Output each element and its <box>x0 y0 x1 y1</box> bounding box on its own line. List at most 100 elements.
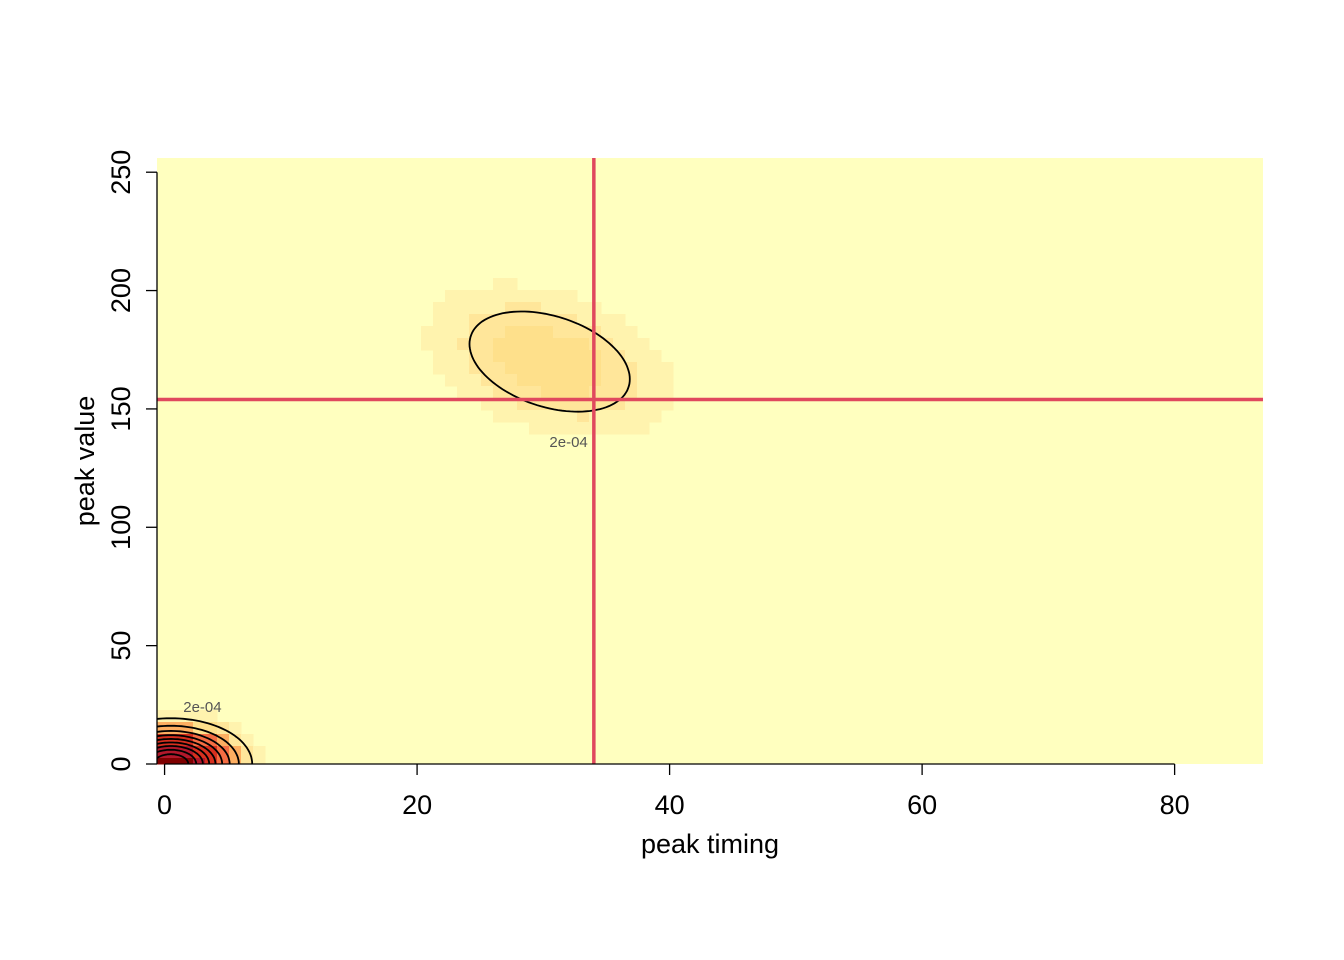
heat-cell <box>433 338 446 351</box>
heat-cell <box>565 302 578 315</box>
heat-cell <box>445 350 458 363</box>
heat-cell <box>541 314 554 327</box>
heat-cell <box>457 338 470 351</box>
y-tick-label: 0 <box>106 756 136 771</box>
heat-cell <box>469 338 482 351</box>
heat-cell <box>229 758 242 765</box>
heat-cell <box>541 326 554 339</box>
heat-cell <box>553 350 566 363</box>
contour-line <box>157 734 224 764</box>
heat-cell <box>625 326 638 339</box>
heat-cell <box>553 326 566 339</box>
y-tick-label: 150 <box>106 386 136 431</box>
x-tick-label: 20 <box>402 790 432 820</box>
heat-cell <box>517 386 530 399</box>
heat-cell <box>541 290 554 303</box>
heat-cell <box>517 362 530 375</box>
heat-cell <box>541 338 554 351</box>
heat-cell <box>481 326 494 339</box>
heat-cell <box>169 758 182 765</box>
heat-cell <box>565 374 578 387</box>
heat-cell <box>517 350 530 363</box>
density-heatmap <box>157 158 1263 765</box>
heat-cell <box>553 386 566 399</box>
heat-cell <box>601 410 614 423</box>
heat-cell <box>445 374 458 387</box>
y-tick-label: 50 <box>106 631 136 661</box>
heat-cell <box>601 422 614 435</box>
heat-cell <box>253 758 266 765</box>
heat-cell <box>193 722 206 735</box>
heat-cell <box>649 374 662 387</box>
heat-cell <box>505 314 518 327</box>
heat-cell <box>565 290 578 303</box>
heat-cell <box>445 338 458 351</box>
heat-cell <box>469 362 482 375</box>
heat-cell <box>553 302 566 315</box>
heat-cell <box>637 410 650 423</box>
contour-line <box>157 729 231 764</box>
heat-cell <box>601 338 614 351</box>
heat-cell <box>469 350 482 363</box>
heat-cell <box>481 386 494 399</box>
heat-cell <box>517 326 530 339</box>
heat-cell <box>517 410 530 423</box>
heat-cell <box>577 410 590 423</box>
contour-label: 2e-04 <box>183 699 221 716</box>
heat-cell <box>517 374 530 387</box>
heat-cell <box>445 302 458 315</box>
heat-cell <box>601 314 614 327</box>
heat-cell <box>553 422 566 435</box>
heat-cell <box>529 362 542 375</box>
heat-cell <box>481 290 494 303</box>
heat-cell <box>457 386 470 399</box>
heat-cell <box>577 302 590 315</box>
heat-cell <box>661 374 674 387</box>
heat-cell <box>529 338 542 351</box>
heat-cell <box>445 314 458 327</box>
heat-cell <box>625 374 638 387</box>
heat-cell <box>577 362 590 375</box>
heat-cell <box>529 350 542 363</box>
x-tick-label: 0 <box>157 790 172 820</box>
heat-cell <box>613 374 626 387</box>
heat-cell <box>541 350 554 363</box>
contour-line <box>157 737 217 764</box>
heat-cell <box>529 410 542 423</box>
heat-cell <box>217 758 230 765</box>
heat-cell <box>613 326 626 339</box>
heat-cell <box>517 290 530 303</box>
heat-cell <box>601 350 614 363</box>
heat-cell <box>493 410 506 423</box>
y-tick-label: 100 <box>106 505 136 550</box>
heat-cell <box>457 374 470 387</box>
heat-cell <box>625 410 638 423</box>
heat-cell <box>649 386 662 399</box>
heat-cell <box>433 314 446 327</box>
heat-cell <box>553 362 566 375</box>
heat-cell <box>577 338 590 351</box>
heat-cell <box>469 374 482 387</box>
heat-cell <box>433 302 446 315</box>
heat-cell <box>505 410 518 423</box>
heat-cell <box>649 362 662 375</box>
axes: 0 20 40 60 80 0 50 100 150 200 250 <box>106 150 1190 820</box>
heat-cell <box>457 302 470 315</box>
contour-line <box>157 717 254 764</box>
heat-cell <box>505 290 518 303</box>
heat-cell <box>157 710 170 723</box>
x-tick-label: 60 <box>907 790 937 820</box>
contour-line <box>157 741 211 764</box>
y-tick-label: 250 <box>106 150 136 195</box>
heat-cell <box>577 314 590 327</box>
heat-cell <box>505 362 518 375</box>
heat-cell <box>517 314 530 327</box>
heat-cell <box>205 710 218 723</box>
heat-cell <box>661 386 674 399</box>
y-axis-title: peak value <box>70 396 100 527</box>
heat-cell <box>469 290 482 303</box>
heat-cell <box>505 374 518 387</box>
contour-line <box>157 748 198 764</box>
heat-cell <box>637 350 650 363</box>
